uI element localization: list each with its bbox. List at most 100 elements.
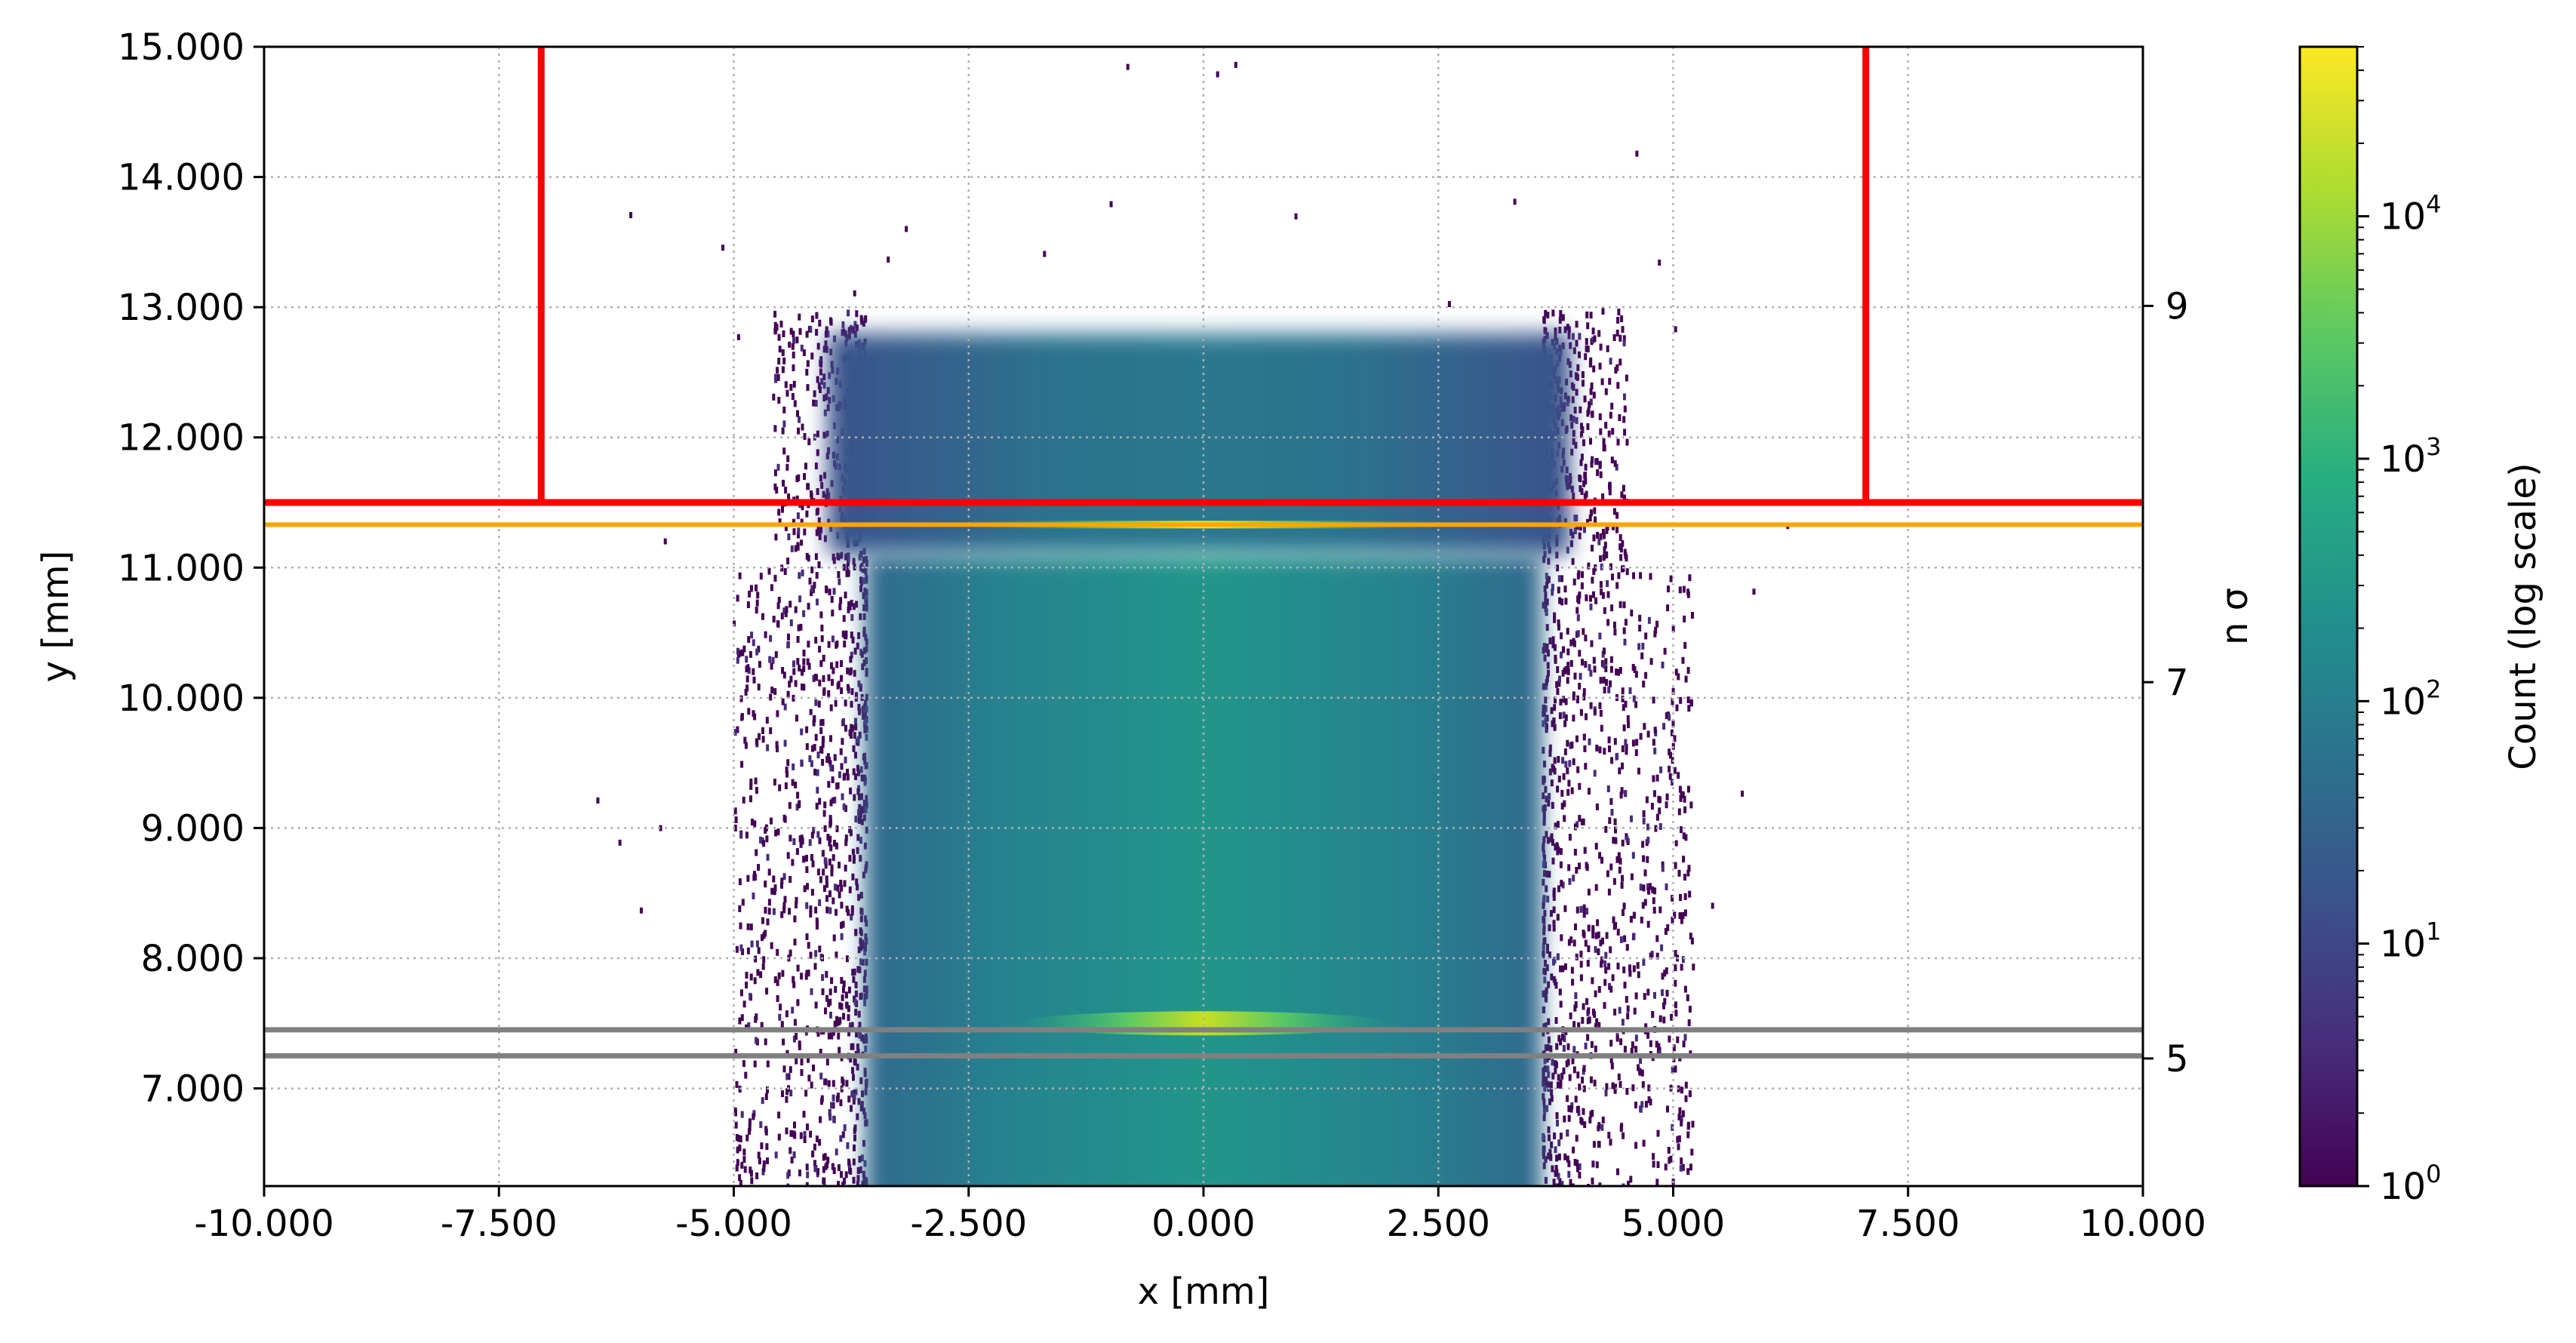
halo-dot bbox=[1631, 1084, 1635, 1092]
halo-dot bbox=[1542, 878, 1545, 886]
halo-dot bbox=[1618, 667, 1622, 675]
halo-dot bbox=[856, 1043, 859, 1051]
halo-dot bbox=[1622, 340, 1626, 347]
halo-dot bbox=[1668, 765, 1671, 773]
halo-dot bbox=[1621, 539, 1625, 547]
halo-dot bbox=[829, 735, 832, 742]
halo-dot bbox=[831, 610, 835, 616]
halo-dot bbox=[1607, 888, 1611, 896]
halo-dot bbox=[815, 1136, 819, 1142]
halo-dot bbox=[780, 877, 784, 885]
halo-dot bbox=[1678, 785, 1682, 793]
halo-dot bbox=[1572, 1021, 1576, 1028]
halo-dot bbox=[1550, 1141, 1554, 1148]
halo-dot bbox=[1612, 508, 1616, 515]
halo-dot bbox=[1542, 808, 1546, 816]
halo-dot bbox=[832, 1102, 835, 1109]
halo-dot bbox=[1655, 813, 1659, 821]
halo-dot bbox=[1637, 767, 1640, 775]
halo-dot bbox=[1617, 309, 1621, 316]
halo-dot bbox=[862, 1108, 866, 1115]
halo-dot bbox=[1557, 885, 1560, 893]
halo-dot bbox=[774, 533, 778, 541]
halo-dot bbox=[1544, 598, 1548, 605]
halo-dot bbox=[1625, 996, 1628, 1003]
x-tick-label: 2.500 bbox=[1387, 1203, 1490, 1245]
halo-dot bbox=[776, 710, 779, 718]
halo-dot bbox=[1662, 1016, 1666, 1024]
halo-dot bbox=[788, 876, 792, 884]
halo-dot bbox=[1620, 1123, 1624, 1130]
halo-dot bbox=[773, 779, 776, 786]
halo-dot bbox=[1578, 650, 1582, 657]
halo-dot bbox=[1561, 881, 1565, 889]
halo-dot bbox=[1622, 967, 1626, 973]
halo-dot bbox=[844, 839, 848, 847]
halo-dot bbox=[1579, 1117, 1583, 1124]
halo-dot bbox=[842, 1013, 845, 1020]
halo-dot bbox=[774, 651, 778, 659]
halo-dot bbox=[1579, 960, 1583, 968]
halo-dot bbox=[825, 895, 828, 902]
halo-dot bbox=[777, 509, 781, 516]
halo-dot bbox=[817, 382, 821, 389]
halo-dot bbox=[862, 985, 866, 993]
halo-dot bbox=[736, 1146, 739, 1154]
halo-dot bbox=[862, 800, 866, 807]
halo-dot bbox=[1620, 315, 1624, 322]
halo-dot bbox=[825, 493, 828, 501]
halo-dot bbox=[1593, 507, 1597, 515]
halo-dot bbox=[773, 425, 777, 432]
halo-dot bbox=[736, 595, 739, 602]
halo-dot bbox=[1543, 870, 1546, 877]
halo-dot bbox=[1652, 1160, 1655, 1168]
halo-dot bbox=[825, 585, 828, 593]
halo-dot bbox=[846, 768, 849, 776]
halo-dot bbox=[1578, 532, 1582, 539]
halo-dot bbox=[800, 1059, 804, 1066]
y-tick-label: 15.000 bbox=[118, 26, 244, 69]
halo-dot bbox=[757, 1151, 761, 1159]
halo-dot bbox=[776, 828, 780, 836]
halo-dot bbox=[1679, 894, 1682, 901]
halo-dot bbox=[1545, 871, 1549, 877]
outlier-dot bbox=[639, 907, 643, 914]
halo-dot bbox=[814, 553, 818, 561]
halo-dot bbox=[1640, 1069, 1644, 1077]
y-tick-label: 9.000 bbox=[141, 807, 244, 850]
halo-dot bbox=[1568, 760, 1572, 767]
halo-dot bbox=[859, 811, 862, 818]
halo-dot bbox=[1571, 531, 1575, 539]
halo-dot bbox=[858, 731, 862, 739]
halo-dot bbox=[807, 603, 810, 610]
halo-dot bbox=[1595, 745, 1599, 751]
halo-dot bbox=[1674, 950, 1677, 957]
halo-dot bbox=[1548, 871, 1551, 878]
halo-dot bbox=[1574, 441, 1578, 449]
halo-dot bbox=[1556, 1081, 1560, 1089]
halo-dot bbox=[1621, 326, 1625, 333]
halo-dot bbox=[828, 988, 832, 996]
halo-dot bbox=[859, 915, 863, 923]
halo-dot bbox=[844, 756, 847, 764]
halo-dot bbox=[1683, 641, 1687, 649]
halo-dot bbox=[854, 929, 858, 936]
halo-dot bbox=[782, 1038, 785, 1046]
halo-dot bbox=[802, 856, 806, 863]
halo-dot bbox=[833, 754, 837, 761]
halo-dot bbox=[847, 986, 851, 994]
halo-dot bbox=[744, 689, 748, 696]
outlier-dot bbox=[1597, 1125, 1600, 1132]
halo-dot bbox=[1618, 534, 1622, 541]
x-tick-label: 7.500 bbox=[1856, 1203, 1960, 1245]
halo-dot bbox=[1677, 808, 1681, 816]
halo-dot bbox=[1686, 869, 1690, 877]
halo-dot bbox=[846, 773, 850, 781]
halo-dot bbox=[1646, 836, 1650, 844]
halo-dot bbox=[1631, 1041, 1634, 1049]
halo-dot bbox=[1682, 832, 1686, 840]
halo-dot bbox=[829, 799, 833, 807]
halo-dot bbox=[828, 890, 832, 898]
halo-dot bbox=[810, 831, 814, 839]
halo-dot bbox=[1677, 869, 1681, 877]
